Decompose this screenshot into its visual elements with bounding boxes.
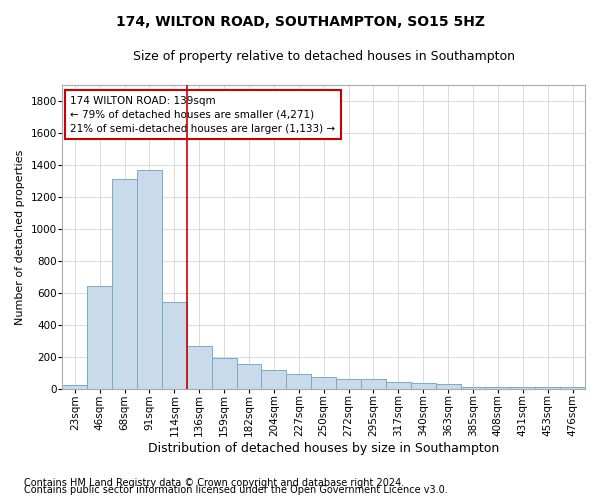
Bar <box>511 388 535 389</box>
Bar <box>485 388 511 389</box>
X-axis label: Distribution of detached houses by size in Southampton: Distribution of detached houses by size … <box>148 442 499 455</box>
Bar <box>137 170 162 389</box>
Text: Contains public sector information licensed under the Open Government Licence v3: Contains public sector information licen… <box>24 485 448 495</box>
Bar <box>336 379 361 389</box>
Text: 174 WILTON ROAD: 139sqm
← 79% of detached houses are smaller (4,271)
21% of semi: 174 WILTON ROAD: 139sqm ← 79% of detache… <box>70 96 335 134</box>
Bar <box>236 364 262 389</box>
Bar <box>262 370 286 389</box>
Y-axis label: Number of detached properties: Number of detached properties <box>15 149 25 324</box>
Bar <box>535 388 560 389</box>
Bar <box>187 346 212 389</box>
Bar <box>87 286 112 389</box>
Bar <box>162 302 187 389</box>
Bar <box>386 382 411 389</box>
Title: Size of property relative to detached houses in Southampton: Size of property relative to detached ho… <box>133 50 515 63</box>
Bar <box>212 358 236 389</box>
Text: 174, WILTON ROAD, SOUTHAMPTON, SO15 5HZ: 174, WILTON ROAD, SOUTHAMPTON, SO15 5HZ <box>115 15 485 29</box>
Bar <box>411 383 436 389</box>
Bar <box>112 180 137 389</box>
Bar <box>286 374 311 389</box>
Bar <box>560 388 585 389</box>
Bar <box>62 385 87 389</box>
Bar <box>361 379 386 389</box>
Bar <box>311 377 336 389</box>
Bar <box>436 384 461 389</box>
Bar <box>461 388 485 389</box>
Text: Contains HM Land Registry data © Crown copyright and database right 2024.: Contains HM Land Registry data © Crown c… <box>24 478 404 488</box>
